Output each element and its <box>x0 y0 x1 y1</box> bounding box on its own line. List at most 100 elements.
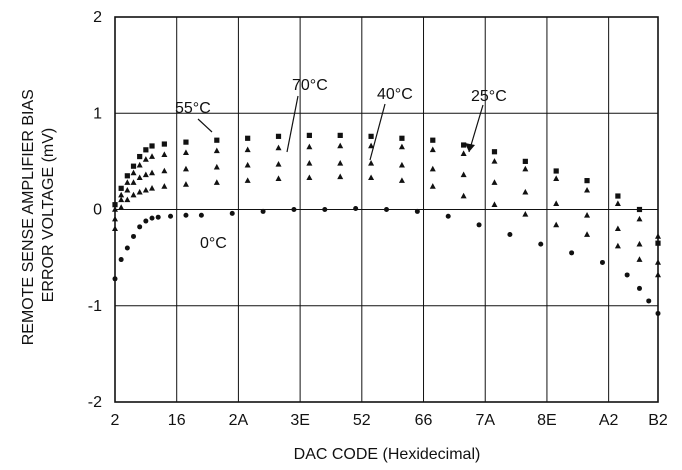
data-point <box>137 189 143 195</box>
data-point <box>306 144 312 150</box>
x-tick-labels: 2 16 2A 3E 52 66 7A 8E A2 B2 <box>111 412 668 429</box>
data-point <box>337 143 343 149</box>
data-point <box>245 162 251 168</box>
data-point <box>137 162 143 168</box>
data-point <box>124 197 130 203</box>
data-point <box>368 134 373 139</box>
y-tick-label: -1 <box>88 298 102 315</box>
data-point <box>446 214 451 219</box>
data-point <box>131 192 137 198</box>
data-point <box>538 242 543 247</box>
data-point <box>118 192 124 198</box>
data-point <box>615 200 621 206</box>
x-tick-label: 8E <box>537 412 557 429</box>
y-tick-label: 1 <box>93 105 102 122</box>
data-point <box>183 149 189 155</box>
data-point <box>461 172 467 178</box>
data-point <box>137 174 143 180</box>
data-point <box>353 206 358 211</box>
data-point <box>636 256 642 262</box>
data-point <box>399 144 405 150</box>
data-point <box>168 214 173 219</box>
data-point <box>553 222 559 228</box>
series-2 <box>112 160 661 265</box>
data-point <box>338 133 343 138</box>
data-point <box>143 156 149 162</box>
data-point <box>118 204 124 210</box>
series-0 <box>113 206 661 316</box>
data-point <box>183 166 189 172</box>
data-point <box>584 212 590 218</box>
data-point <box>636 241 642 247</box>
data-point <box>183 140 188 145</box>
data-point <box>553 200 559 206</box>
data-point <box>230 211 235 216</box>
data-point <box>124 187 130 193</box>
data-point <box>143 147 148 152</box>
data-point <box>415 209 420 214</box>
data-point <box>430 147 436 153</box>
data-point <box>637 207 642 212</box>
data-point <box>276 145 282 151</box>
series-3 <box>112 133 660 246</box>
data-point <box>161 168 167 174</box>
data-point <box>384 207 389 212</box>
x-tick-label: 2A <box>229 412 249 429</box>
data-point <box>368 160 374 166</box>
data-point <box>337 173 343 179</box>
data-point <box>523 159 528 164</box>
label-pointer-25c-arrowhead <box>465 143 475 152</box>
series-label-55c: 55°C <box>175 100 211 117</box>
data-point <box>149 153 155 159</box>
data-point <box>554 168 559 173</box>
data-point <box>430 183 436 189</box>
data-point <box>131 234 136 239</box>
data-point <box>637 286 642 291</box>
data-point <box>183 213 188 218</box>
data-point <box>307 133 312 138</box>
data-point <box>584 178 589 183</box>
data-point <box>245 136 250 141</box>
data-point <box>522 189 528 195</box>
data-point <box>291 207 296 212</box>
y-axis-title-line-1: REMOTE SENSE AMPLIFIER BIAS <box>20 89 37 345</box>
y-tick-label: -2 <box>88 394 102 411</box>
series-label-25c: 25°C <box>471 88 507 105</box>
data-point <box>477 222 482 227</box>
x-tick-label: 3E <box>290 412 310 429</box>
series-label-40c: 40°C <box>377 86 413 103</box>
data-point <box>161 151 167 157</box>
y-tick-labels: -2 -1 0 1 2 <box>88 9 102 411</box>
data-point <box>522 211 528 217</box>
data-point <box>625 272 630 277</box>
data-point <box>214 179 220 185</box>
data-point <box>337 160 343 166</box>
x-tick-label: 66 <box>415 412 433 429</box>
data-point <box>149 143 154 148</box>
x-axis-title: DAC CODE (Hexidecimal) <box>294 446 481 463</box>
x-tick-label: B2 <box>648 412 668 429</box>
data-point <box>306 160 312 166</box>
data-point <box>214 164 220 170</box>
series-label-0c: 0°C <box>200 235 227 252</box>
y-axis-title: REMOTE SENSE AMPLIFIER BIAS ERROR VOLTAG… <box>20 85 57 346</box>
data-point <box>118 197 124 203</box>
series-1 <box>112 173 661 277</box>
data-point <box>491 179 497 185</box>
data-point <box>368 174 374 180</box>
data-point <box>131 164 136 169</box>
data-point <box>615 193 620 198</box>
data-point <box>162 141 167 146</box>
data-point <box>461 193 467 199</box>
data-point <box>636 216 642 222</box>
data-point <box>615 225 621 231</box>
data-point <box>322 207 327 212</box>
data-point <box>491 201 497 207</box>
x-tick-label: 2 <box>111 412 120 429</box>
data-point <box>553 175 559 181</box>
data-point <box>214 147 220 153</box>
y-tick-label: 0 <box>93 202 102 219</box>
data-point <box>276 161 282 167</box>
data-point <box>261 209 266 214</box>
